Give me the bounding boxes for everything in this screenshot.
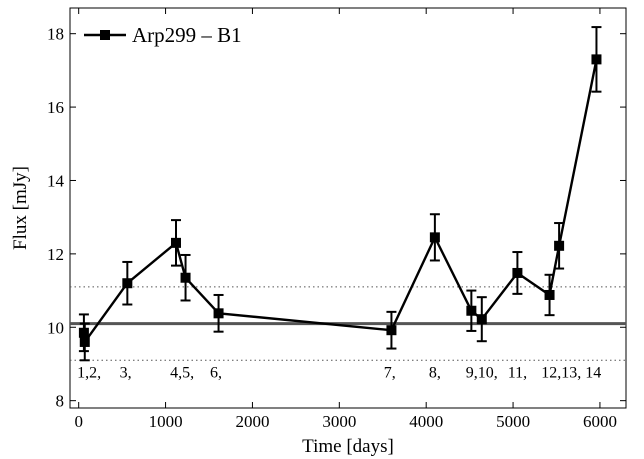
epoch-label: 12,13, 14 (541, 364, 601, 381)
epoch-label: 8, (429, 364, 441, 381)
square-marker (122, 278, 133, 289)
axis-ticks: 0 1000 2000 3000 4000 5000 6000 8 10 12 14 16 18 (47, 8, 626, 431)
data-point (554, 222, 565, 270)
square-marker (170, 237, 181, 248)
epoch-label: 11, (508, 364, 527, 381)
square-marker (591, 54, 602, 65)
square-marker (213, 308, 224, 319)
epoch-label: 3, (120, 364, 132, 381)
epoch-label: 4,5, (170, 364, 194, 381)
x-tick-label: 1000 (149, 412, 183, 431)
y-tick-label: 14 (47, 171, 65, 190)
y-axis-title: Flux [mJy] (10, 166, 31, 250)
y-tick-label: 16 (47, 98, 64, 117)
plot-frame (69, 7, 627, 409)
legend-label: Arp299 – B1 (132, 23, 242, 47)
x-tick-label: 3000 (322, 412, 356, 431)
data-point (213, 293, 224, 333)
data-point (122, 260, 133, 306)
data-point (79, 322, 90, 362)
square-marker (79, 336, 90, 347)
y-tick-label: 12 (47, 245, 64, 264)
epoch-label: 9,10, (466, 364, 498, 381)
square-marker (554, 240, 565, 251)
legend: Arp299 – B1 (84, 23, 242, 47)
data-point (180, 253, 191, 302)
x-tick-label: 6000 (583, 412, 617, 431)
axes-frame (69, 7, 627, 409)
square-marker (512, 267, 523, 278)
x-tick-label: 2000 (235, 412, 269, 431)
series-line (82, 59, 598, 344)
legend-marker (100, 30, 110, 40)
data-point (544, 273, 555, 317)
square-marker (466, 305, 477, 316)
x-axis-title: Time [days] (302, 436, 394, 457)
square-marker (544, 289, 555, 300)
data-point (429, 213, 440, 262)
data-point (476, 296, 487, 343)
data-point (591, 26, 602, 93)
square-marker (386, 325, 397, 336)
data-point (386, 310, 397, 350)
data-point (466, 289, 477, 332)
series-layer (78, 26, 602, 362)
data-point (170, 219, 181, 267)
square-marker (429, 232, 440, 243)
x-tick-label: 0 (74, 412, 83, 431)
epoch-label: 7, (384, 364, 396, 381)
x-tick-label: 5000 (496, 412, 530, 431)
x-tick-label: 4000 (409, 412, 443, 431)
reference-lines (70, 286, 626, 361)
epoch-label: 1,2, (77, 364, 101, 381)
epoch-label: 6, (210, 364, 222, 381)
square-marker (476, 314, 487, 325)
epoch-annotations: 1,2, 3, 4,5, 6, 7, 8, 9,10, 11, 12,13, 14 (77, 364, 601, 381)
square-marker (180, 272, 191, 283)
y-tick-label: 8 (56, 392, 65, 411)
y-tick-label: 10 (47, 318, 64, 337)
data-point (512, 251, 523, 295)
y-tick-label: 18 (47, 25, 64, 44)
